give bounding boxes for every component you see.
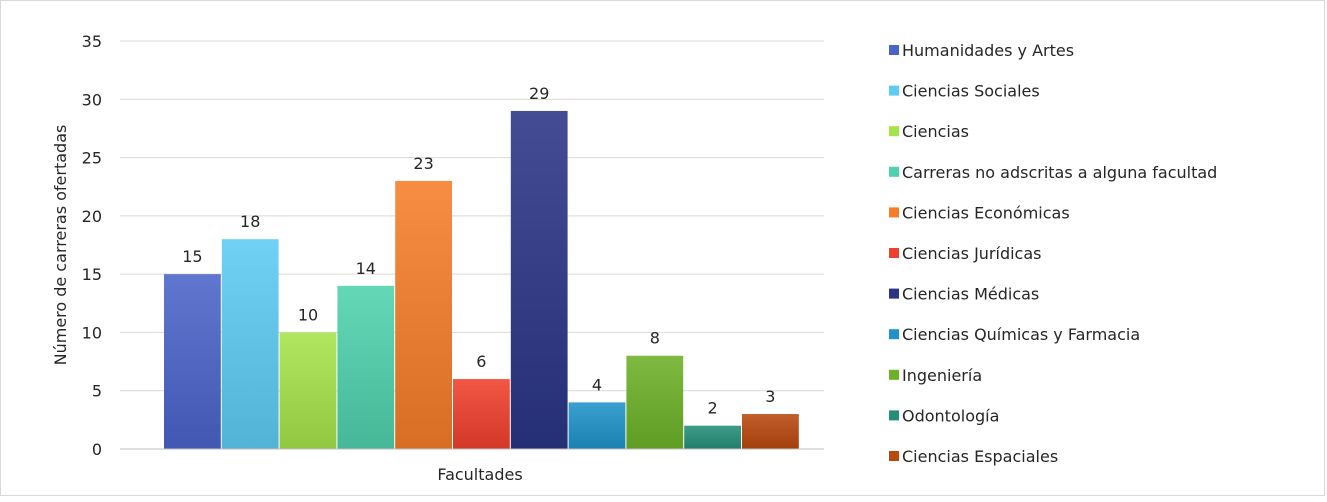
legend-label: Ingeniería xyxy=(902,366,982,385)
bars xyxy=(164,110,799,449)
data-label: 29 xyxy=(529,84,549,103)
legend-swatch xyxy=(889,369,899,380)
y-axis-ticks: 0 5 10 15 20 25 30 35 xyxy=(82,32,102,459)
legend-swatch xyxy=(889,451,899,461)
bar-8 xyxy=(568,402,626,449)
legend-label: Ciencias Sociales xyxy=(902,82,1040,101)
legend-swatch xyxy=(889,410,899,421)
bar-9 xyxy=(626,355,684,449)
legend-swatch xyxy=(889,126,899,137)
data-label: 14 xyxy=(356,259,376,278)
legend-label: Ciencias xyxy=(902,122,969,141)
y-tick-label: 15 xyxy=(82,265,102,284)
legend-label: Humanidades y Artes xyxy=(902,41,1074,60)
bar-11 xyxy=(742,414,799,449)
legend-swatch xyxy=(889,166,899,177)
data-label: 3 xyxy=(765,387,775,406)
legend-label: Ciencias Jurídicas xyxy=(902,244,1042,263)
y-tick-label: 35 xyxy=(82,32,102,51)
legend-label: Carreras no adscritas a alguna facultad xyxy=(902,163,1217,182)
y-tick-label: 5 xyxy=(92,382,102,401)
legend-swatch xyxy=(889,288,899,299)
legend-label: Ciencias Químicas y Farmacia xyxy=(902,325,1140,344)
legend-swatch xyxy=(889,329,899,340)
bar-7 xyxy=(510,110,568,449)
bar-2 xyxy=(221,239,279,449)
y-axis-label: Número de carreras ofertadas xyxy=(51,125,70,366)
y-tick-label: 30 xyxy=(82,90,102,109)
x-axis-label: Facultades xyxy=(437,465,522,484)
data-label: 6 xyxy=(476,352,486,371)
legend-label: Ciencias Espaciales xyxy=(902,447,1058,466)
bar-4 xyxy=(337,285,395,449)
y-tick-label: 0 xyxy=(92,440,102,459)
legend-swatch xyxy=(889,85,899,96)
legend-swatch xyxy=(889,45,899,55)
legend-swatch xyxy=(889,207,899,218)
legend-label: Ciencias Económicas xyxy=(902,203,1070,222)
legend-label: Ciencias Médicas xyxy=(902,285,1039,304)
bar-10 xyxy=(684,425,741,449)
data-label: 23 xyxy=(413,154,433,173)
bar-6 xyxy=(453,379,510,449)
bar-5 xyxy=(395,180,452,449)
bar-3 xyxy=(279,332,337,449)
data-label: 2 xyxy=(708,399,718,418)
legend: Humanidades y Artes Ciencias Sociales Cien… xyxy=(889,41,1217,466)
legend-label: Odontología xyxy=(902,406,999,425)
y-tick-label: 20 xyxy=(82,207,102,226)
data-label: 18 xyxy=(240,212,260,231)
legend-swatch xyxy=(889,248,899,258)
y-tick-label: 25 xyxy=(82,149,102,168)
bar-1 xyxy=(164,274,221,449)
y-tick-label: 10 xyxy=(82,323,102,342)
data-label: 15 xyxy=(182,247,202,266)
data-label: 8 xyxy=(650,329,660,348)
data-label: 10 xyxy=(298,305,318,324)
data-label: 4 xyxy=(592,375,602,394)
